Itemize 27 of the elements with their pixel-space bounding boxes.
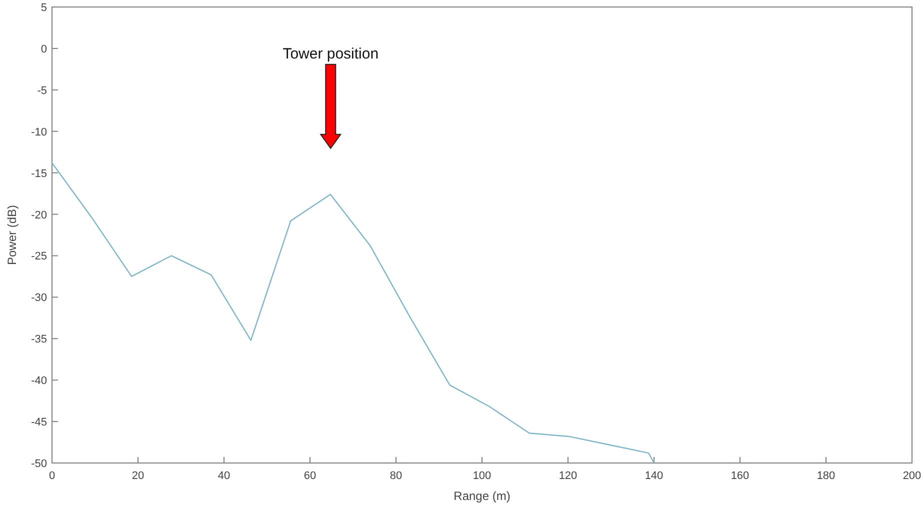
x-tick-label: 160 [730,470,750,482]
x-axis-title: Range (m) [454,489,510,503]
x-tick-label: 120 [558,470,578,482]
y-tick-label: -25 [31,250,47,263]
y-tick-label: 0 [40,43,47,56]
x-tick-label: 200 [902,470,922,482]
y-tick-label: -30 [31,292,47,304]
y-tick-label: 5 [40,2,47,14]
y-tick-label: -10 [31,126,47,138]
x-tick-label: 60 [304,470,316,482]
y-tick-label: -35 [31,334,47,346]
x-tick-label: 80 [390,470,402,482]
line-series [51,162,655,464]
y-tick-label: -40 [31,375,47,388]
y-tick-label: -50 [31,458,47,470]
x-tick-label: 180 [816,470,836,482]
x-tick-label: 100 [472,470,492,482]
y-axis-title: Power (dB) [5,204,19,266]
y-tick-label: -20 [31,209,47,222]
x-tick-label: 40 [218,470,230,482]
x-tick-label: 0 [48,470,56,482]
annotation: Tower position [282,45,379,62]
x-tick-label: 20 [132,470,144,482]
y-tick-label: -15 [31,168,47,180]
y-tick-label: -45 [31,416,47,429]
x-tick-label: 140 [644,470,664,482]
y-tick-label: -5 [37,84,47,97]
